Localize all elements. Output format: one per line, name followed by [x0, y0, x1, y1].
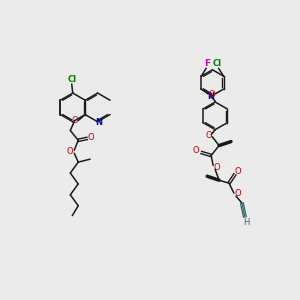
Text: O: O: [235, 167, 241, 176]
Text: O: O: [214, 163, 220, 172]
Text: O: O: [209, 89, 215, 98]
Text: H: H: [243, 218, 249, 227]
Text: O: O: [67, 147, 74, 156]
Text: N: N: [207, 92, 214, 101]
Text: O: O: [206, 131, 212, 140]
Text: Cl: Cl: [67, 75, 76, 84]
Text: O: O: [88, 133, 94, 142]
Text: Cl: Cl: [213, 59, 222, 68]
Text: O: O: [193, 146, 200, 155]
Text: O: O: [235, 189, 241, 198]
Text: O: O: [72, 116, 79, 125]
Text: F: F: [204, 59, 210, 68]
Text: N: N: [95, 118, 102, 127]
